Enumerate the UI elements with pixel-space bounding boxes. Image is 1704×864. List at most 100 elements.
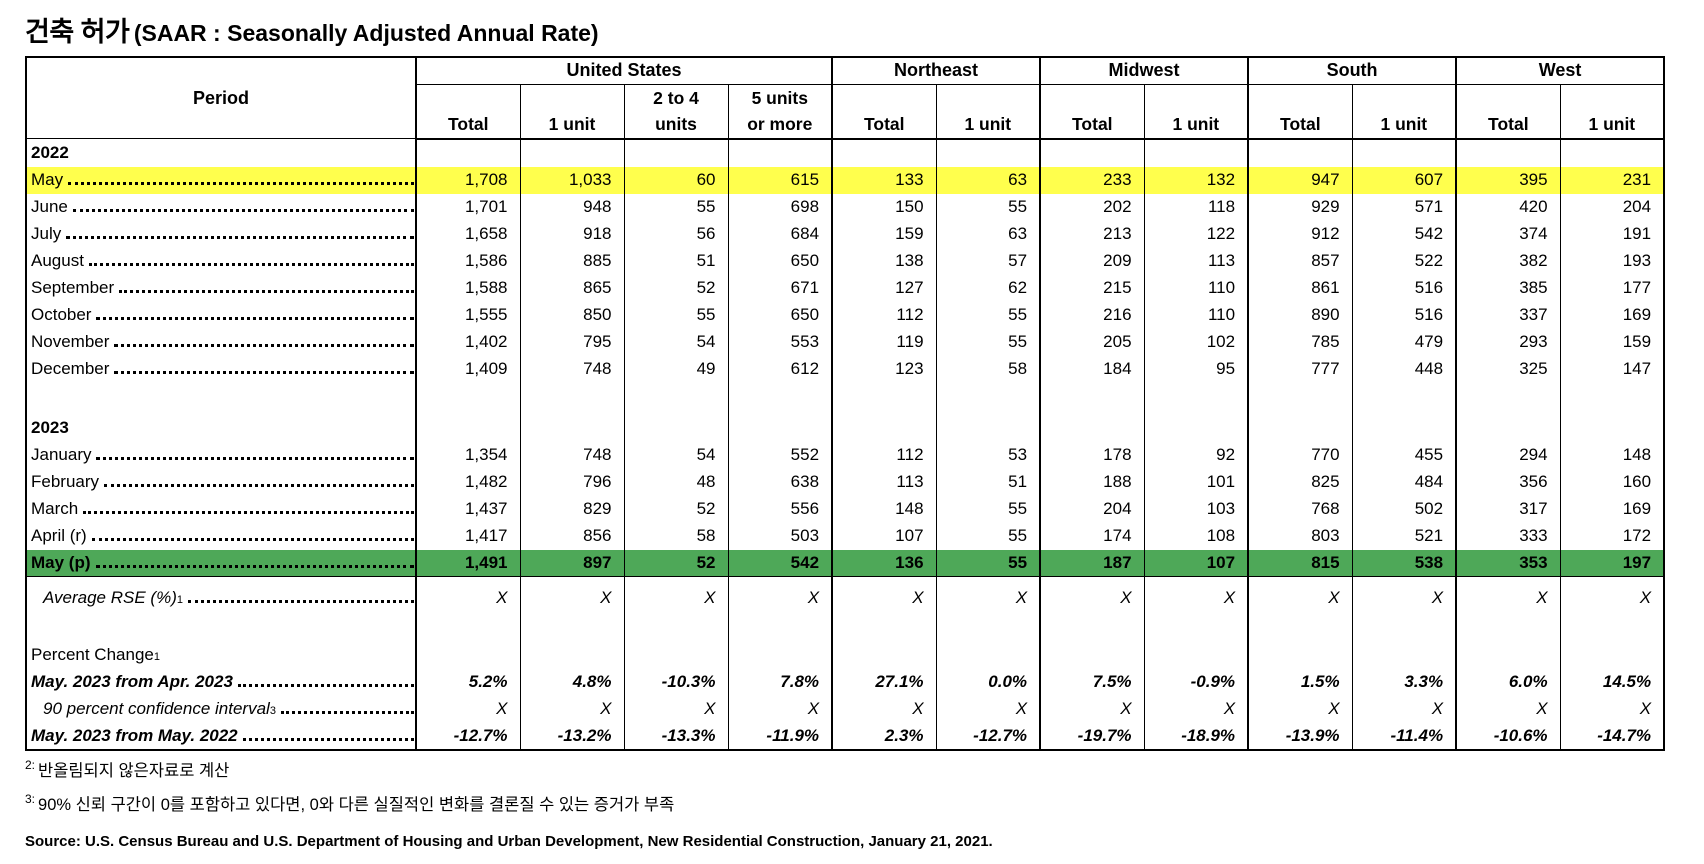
dotted-leader: [114, 344, 414, 347]
table-cell: 638: [727, 468, 833, 496]
row-label-cell: June: [26, 193, 417, 221]
row-label: Percent Change: [31, 644, 154, 664]
table-cell: 815: [1247, 549, 1353, 577]
group-header-united-states: United States: [414, 57, 833, 85]
table-cell: 1,586: [415, 247, 520, 275]
table-row: August 1,586 885 51 650 138 57 209 113 857 522 382 1…: [26, 247, 1665, 275]
table-cell: 51: [623, 247, 728, 275]
row-label-cell: August: [26, 247, 417, 275]
table-cell: 553: [727, 328, 833, 356]
row-label: September: [31, 278, 115, 297]
table-cell: 52: [623, 549, 728, 577]
table-cell: 55: [935, 522, 1041, 550]
table-cell: 5.2%: [415, 668, 520, 696]
table-cell: [415, 138, 520, 167]
table-cell: 1,555: [415, 301, 520, 329]
table-cell: 55: [935, 549, 1041, 577]
table-cell: 502: [1351, 495, 1457, 523]
table-cell: [1351, 138, 1457, 167]
dotted-leader: [66, 236, 414, 239]
table-cell: -11.4%: [1351, 722, 1457, 750]
dotted-leader: [95, 564, 414, 568]
table-cell: 231: [1559, 166, 1665, 194]
column-header: Total: [1455, 84, 1561, 140]
table-cell: [415, 618, 520, 641]
column-header: 1 unit: [1351, 84, 1457, 140]
table-cell: 62: [935, 274, 1041, 302]
group-header-west: West: [1455, 57, 1665, 85]
table-cell: [1351, 618, 1457, 641]
table-cell: X: [415, 576, 520, 619]
column-header-period: Period: [25, 57, 417, 139]
table-cell: 552: [727, 441, 833, 469]
row-label-cell: May: [26, 166, 417, 194]
table-row: April (r) 1,417 856 58 503 107 55 174 108 803 521 3…: [26, 522, 1665, 550]
row-label: August: [31, 251, 84, 270]
table-cell: 1,482: [415, 468, 520, 496]
page-title-latin: (SAAR : Seasonally Adjusted Annual Rate): [133, 20, 599, 46]
table-cell: X: [1455, 576, 1561, 619]
row-label-cell: May (p): [26, 549, 417, 577]
table-cell: [1351, 382, 1457, 414]
table-cell: [415, 382, 520, 414]
table-cell: 112: [831, 441, 937, 469]
table-cell: 395: [1455, 166, 1561, 194]
row-label-cell: April (r): [26, 522, 417, 550]
table-cell: 3.3%: [1351, 668, 1457, 696]
table-cell: 829: [519, 495, 624, 523]
table-cell: [831, 618, 937, 641]
table-cell: 55: [935, 193, 1041, 221]
row-label: March: [31, 499, 79, 518]
table-cell: 671: [727, 274, 833, 302]
table-cell: 92: [1143, 441, 1249, 469]
dotted-leader: [237, 684, 414, 687]
table-cell: 58: [935, 355, 1041, 383]
table-cell: X: [727, 576, 833, 619]
table-cell: -13.3%: [623, 722, 728, 750]
row-label: Average RSE (%): [43, 587, 177, 607]
table-cell: X: [727, 695, 833, 723]
table-cell: 202: [1039, 193, 1145, 221]
blank-row: [26, 618, 1665, 641]
row-label-cell: December: [26, 355, 417, 383]
table-cell: 172: [1559, 522, 1665, 550]
table-cell: 177: [1559, 274, 1665, 302]
table-row: May. 2023 from Apr. 2023 5.2% 4.8% -10.3% 7.…: [26, 668, 1665, 696]
row-label-cell: May. 2023 from May. 2022: [26, 722, 417, 750]
dotted-leader: [88, 263, 414, 266]
table-cell: 14.5%: [1559, 668, 1665, 696]
table-cell: [1039, 382, 1145, 414]
table-cell: 204: [1039, 495, 1145, 523]
table-cell: [1455, 640, 1561, 669]
table-cell: 174: [1039, 522, 1145, 550]
row-label: January: [31, 445, 92, 464]
table-cell: [1143, 382, 1249, 414]
table-cell: 748: [519, 441, 624, 469]
table-cell: [519, 382, 624, 414]
table-cell: X: [831, 695, 937, 723]
table-cell: [1559, 413, 1665, 442]
table-cell: -14.7%: [1559, 722, 1665, 750]
table-cell: 27.1%: [831, 668, 937, 696]
table-cell: 607: [1351, 166, 1457, 194]
table-cell: [727, 138, 833, 167]
table-cell: 825: [1247, 468, 1353, 496]
table-cell: 4.8%: [519, 668, 624, 696]
table-cell: X: [1247, 695, 1353, 723]
table-cell: X: [1143, 695, 1249, 723]
table-cell: X: [519, 576, 624, 619]
table-cell: 112: [831, 301, 937, 329]
table-cell: 215: [1039, 274, 1145, 302]
table-row: February 1,482 796 48 638 113 51 188 101 825 484 35…: [26, 468, 1665, 496]
table-cell: 612: [727, 355, 833, 383]
table-cell: 571: [1351, 193, 1457, 221]
table-cell: 897: [519, 549, 624, 577]
table-cell: 650: [727, 247, 833, 275]
table-cell: [727, 413, 833, 442]
table-cell: -10.6%: [1455, 722, 1561, 750]
table-cell: [935, 382, 1041, 414]
source-line: Source: U.S. Census Bureau and U.S. Depa…: [25, 832, 993, 850]
table-cell: 57: [935, 247, 1041, 275]
table-cell: 374: [1455, 220, 1561, 248]
table-cell: 948: [519, 193, 624, 221]
